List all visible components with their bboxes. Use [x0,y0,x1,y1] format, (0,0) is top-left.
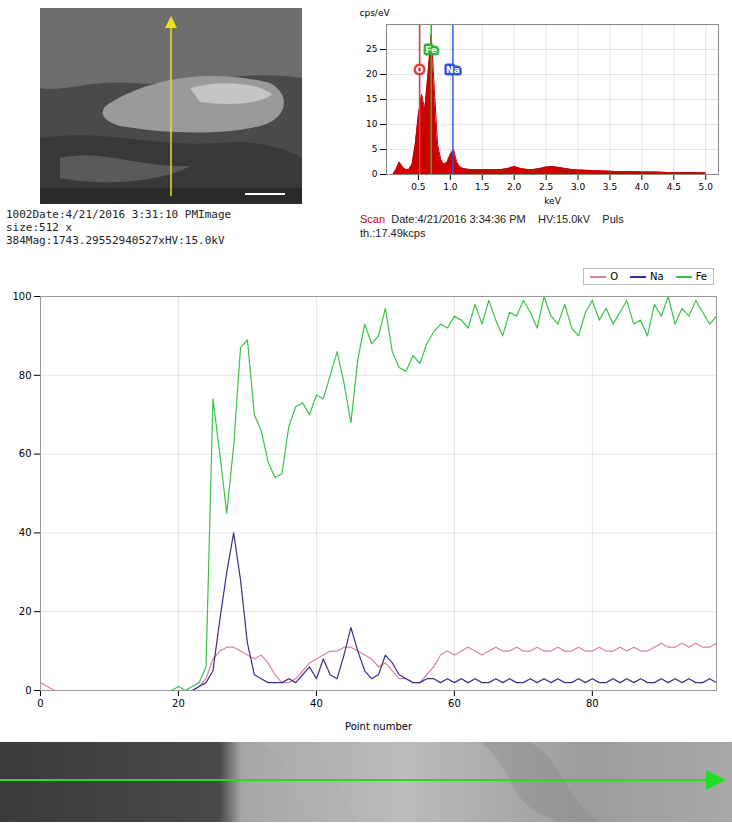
svg-text:60: 60 [448,698,461,709]
html-text:1002Date:4/21/2016 3:31:10 PMI: 1002Date:4/21/2016 3:31:10 PMImage size:… [6,208,232,247]
svg-text:0: 0 [37,698,43,709]
svg-text:40: 40 [310,698,323,709]
svg-text:2.0: 2.0 [507,182,522,192]
svg-text:1.0: 1.0 [443,182,458,192]
svg-text:15: 15 [366,94,377,104]
svg-text:Fe: Fe [425,45,437,55]
svg-text:0: 0 [25,685,31,696]
svg-text:cps/eV: cps/eV [360,8,391,18]
svg-text:20: 20 [172,698,185,709]
svg-text:25: 25 [366,44,377,54]
svg-text:Na: Na [446,65,460,75]
svg-text:20: 20 [366,69,378,79]
html-text:Na: Na [650,271,664,282]
svg-text:keV: keV [544,196,561,206]
svg-text:0.5: 0.5 [411,182,425,192]
svg-text:3.0: 3.0 [571,182,586,192]
svg-text:Point number: Point number [345,721,413,732]
svg-text:80: 80 [586,698,599,709]
svg-text:80: 80 [19,370,32,381]
html-text:O: O [610,271,618,282]
html-text:Scan Date:4/21/2016 3:34:36 PM: Scan Date:4/21/2016 3:34:36 PM HV:15.0kV… [360,213,624,239]
svg-text:20: 20 [19,606,32,617]
svg-text:O: O [416,65,424,75]
svg-text:10: 10 [366,119,378,129]
svg-text:5.0: 5.0 [699,182,714,192]
svg-text:4.0: 4.0 [635,182,650,192]
svg-text:2.5: 2.5 [539,182,553,192]
svg-text:60: 60 [19,448,32,459]
svg-text:100: 100 [12,291,31,302]
svg-text:1.5: 1.5 [475,182,489,192]
svg-text:5: 5 [372,144,378,154]
html-text:Fe: Fe [695,271,707,282]
svg-text:0: 0 [372,169,378,179]
svg-text:4.5: 4.5 [667,182,681,192]
svg-text:40: 40 [19,527,32,538]
svg-text:3.5: 3.5 [603,182,617,192]
